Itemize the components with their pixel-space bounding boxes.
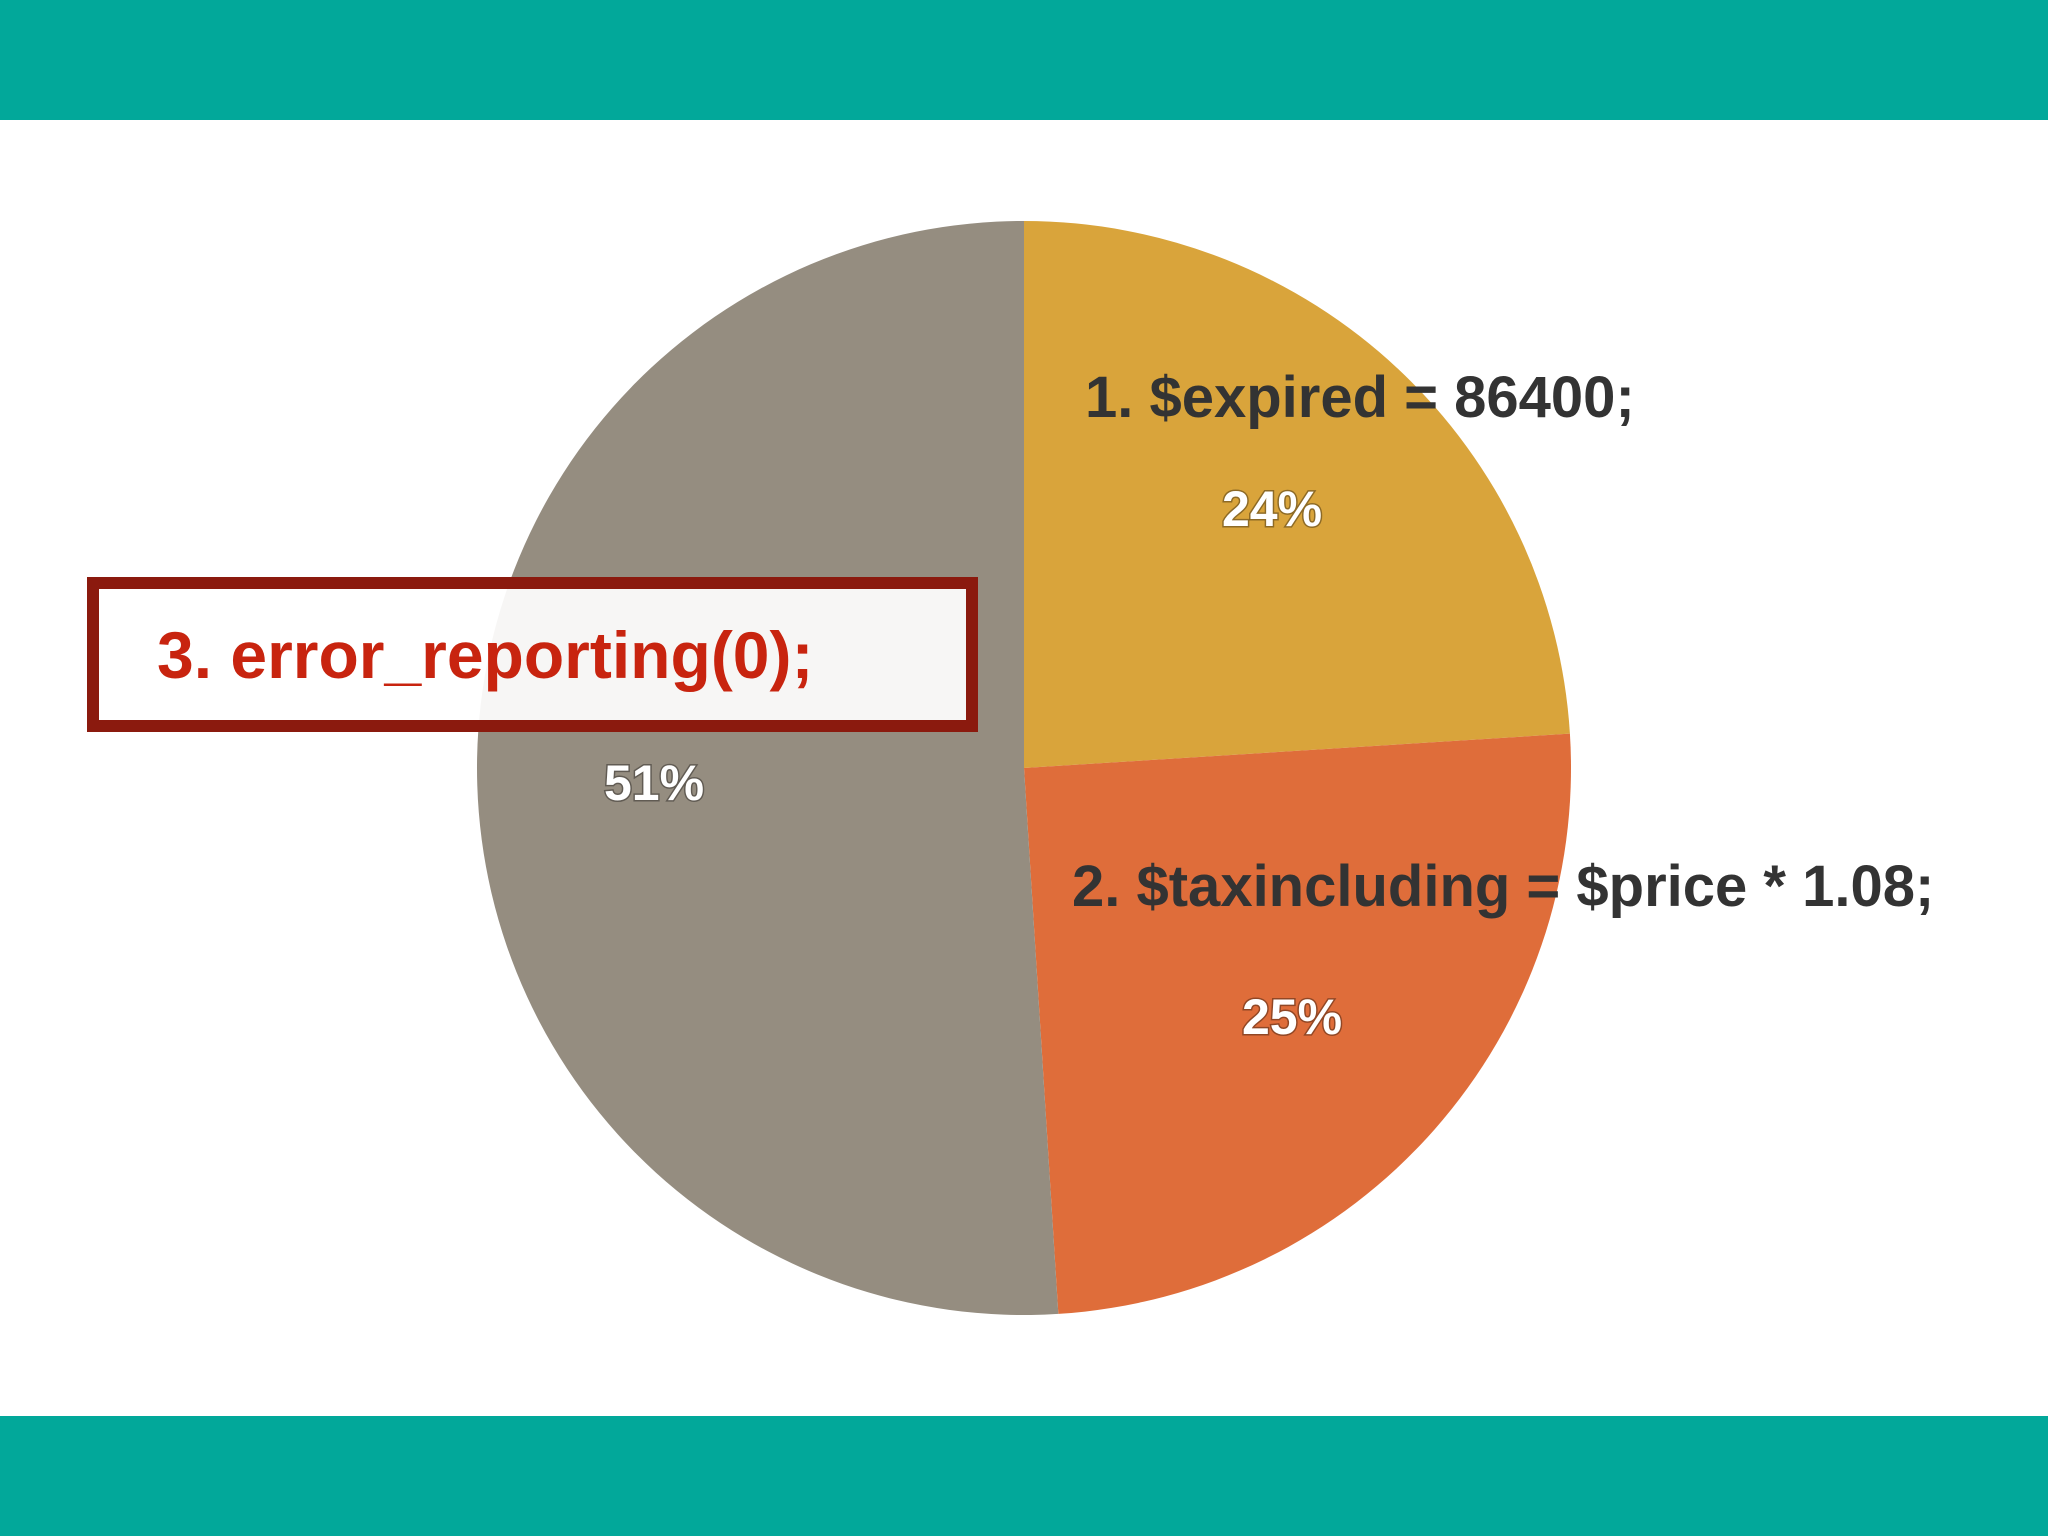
slice-label-expired: 1. $expired = 86400; bbox=[1085, 365, 1635, 430]
highlight-box-background bbox=[93, 583, 972, 726]
slice-label-taxincluding: 2. $taxincluding = $price * 1.08; bbox=[1072, 854, 1934, 919]
slice-percent-error-reporting: 51% bbox=[604, 755, 704, 811]
slice-percent-expired: 24% bbox=[1222, 481, 1322, 537]
pie-slice-taxincluding bbox=[1024, 733, 1571, 1314]
slice-percent-taxincluding: 25% bbox=[1242, 989, 1342, 1045]
slice-label-error-reporting: 3. error_reporting(0); bbox=[157, 618, 813, 692]
pie-slice-error-reporting bbox=[477, 221, 1059, 1315]
highlight-box bbox=[87, 577, 978, 732]
pie-slice-expired bbox=[1024, 221, 1570, 768]
pie-slices bbox=[477, 221, 1571, 1315]
bottom-band bbox=[0, 1416, 2048, 1536]
top-band bbox=[0, 0, 2048, 120]
